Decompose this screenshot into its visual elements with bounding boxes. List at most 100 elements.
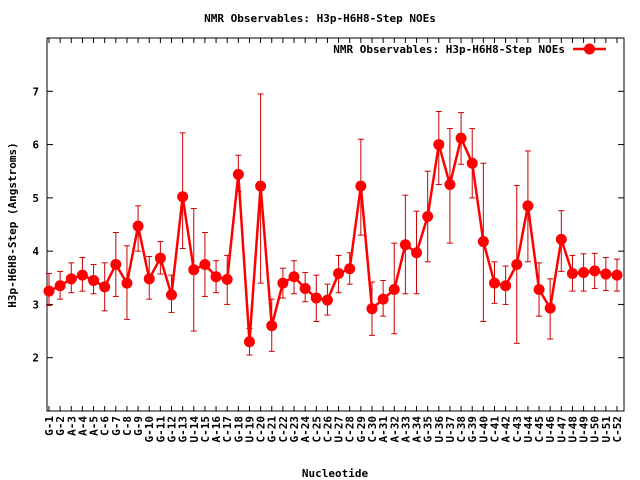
x-tick-label: A-31 [377,416,390,443]
x-tick-label: C-28 [344,416,357,443]
x-tick-label: C-8 [121,416,134,436]
x-tick-label: A-5 [88,416,101,436]
x-tick-label: U-46 [544,416,557,443]
x-tick-label: G-35 [422,416,435,443]
x-tick-label: A-33 [399,416,412,443]
x-tick-label: G-21 [266,416,279,443]
x-tick-label: U-19 [243,416,256,443]
y-tick-label: 5 [32,192,39,205]
x-tick-label: G-13 [177,416,190,443]
y-axis: 2 3 4 5 6 7 [32,85,624,365]
data-point [255,180,267,192]
data-point [344,263,356,275]
legend: NMR Observables: H3p-H6H8-Step NOEs [333,43,606,56]
data-point [578,266,590,278]
x-tick-label: U-50 [589,416,602,443]
data-point [310,292,322,304]
x-tick-label: A-42 [500,416,513,443]
legend-label: NMR Observables: H3p-H6H8-Step NOEs [333,43,565,56]
data-point [321,294,333,306]
data-point [611,269,623,281]
data-point [388,284,400,296]
y-tick-label: 3 [32,298,39,311]
x-tick-label: U-36 [433,416,446,443]
x-tick-label: A-4 [76,416,89,436]
data-point [132,220,144,232]
x-tick-label: G-39 [466,416,479,443]
data-point [333,268,345,280]
data-point [43,285,55,297]
x-tick-label: C-45 [533,416,546,443]
data-point [566,268,578,280]
x-axis-label: Nucleotide [302,467,369,480]
x-tick-label: A-34 [411,416,424,443]
data-point [444,179,456,191]
x-tick-label: U-37 [444,416,457,443]
data-point [511,258,523,270]
x-tick-label: G-23 [288,416,301,443]
x-tick-label: C-52 [611,416,624,443]
data-point [221,273,233,285]
data-point [88,274,100,286]
data-point [199,258,211,270]
x-tick-label: C-41 [488,416,501,443]
x-tick-label: U-48 [566,416,579,443]
data-point [277,277,289,289]
data-point [455,132,467,144]
x-tick-label: C-25 [310,416,323,443]
x-tick-label: G-12 [166,416,179,443]
data-point [154,252,166,264]
data-point [143,273,155,285]
data-point [600,268,612,280]
data-point [589,265,601,277]
y-tick-label: 4 [32,245,39,258]
x-tick-label: C-17 [221,416,234,443]
data-point [99,281,111,293]
data-point [555,233,567,245]
x-tick-label: C-20 [255,416,268,443]
x-tick-label: C-38 [455,416,468,443]
x-tick-label: G-1 [43,416,56,436]
x-tick-label: G-29 [355,416,368,443]
data-point [477,236,489,248]
chart-title: NMR Observables: H3p-H6H8-Step NOEs [204,12,436,25]
legend-marker [584,43,595,55]
data-point [210,271,222,283]
x-axis: G-1G-2A-3A-4A-5C-6G-7C-8G-9G-10G-11G-12G… [43,38,624,443]
x-tick-label: G-2 [54,416,67,436]
y-tick-label: 2 [32,352,39,365]
data-point [366,303,378,315]
series-line [48,134,618,342]
data-point [377,293,389,305]
data-point [76,269,88,281]
x-tick-label: G-10 [143,416,156,443]
y-axis-label: H3p-H6H8-Step (Angstroms) [6,142,19,308]
data-point [522,200,534,212]
data-points [43,132,623,348]
data-point [243,336,255,348]
data-point [166,289,178,301]
data-point [232,168,244,180]
data-point [422,211,434,223]
data-point [355,180,367,192]
x-tick-label: U-40 [477,416,490,443]
x-tick-label: A-32 [388,416,401,443]
y-tick-label: 7 [32,85,39,98]
data-point [177,191,189,203]
plot-frame [46,37,625,412]
x-tick-label: C-15 [199,416,212,443]
x-tick-label: A-24 [299,416,312,443]
data-point [544,302,556,314]
x-tick-label: G-9 [132,416,145,436]
data-point [500,280,512,292]
x-tick-label: U-14 [188,416,201,443]
data-point [488,277,500,289]
x-tick-label: G-11 [154,416,167,443]
data-point [266,320,278,332]
data-point [65,273,77,285]
y-tick-label: 6 [32,139,39,152]
x-tick-label: U-51 [600,416,613,443]
x-tick-label: G-18 [232,416,245,443]
x-tick-label: A-16 [210,416,223,443]
data-point [466,157,478,169]
